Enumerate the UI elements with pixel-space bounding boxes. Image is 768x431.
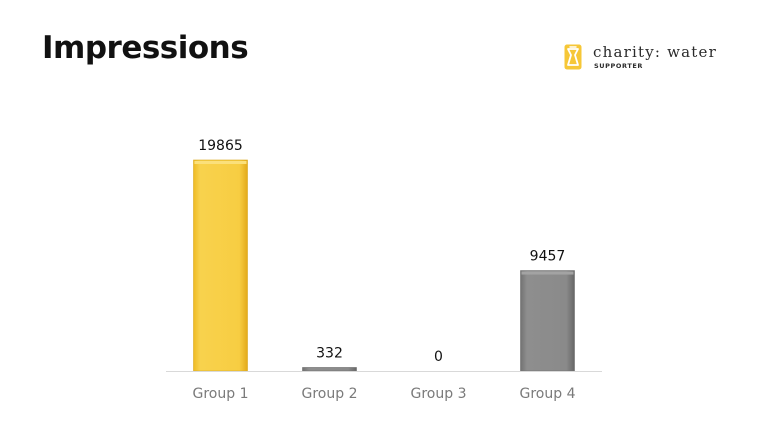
value-label: 9457	[530, 249, 566, 265]
charity-water-logo: charity: water SUPPORTER	[564, 43, 734, 74]
logo-name: charity: water	[593, 43, 717, 61]
logo-subtitle: SUPPORTER	[594, 62, 644, 70]
category-label: Group 4	[520, 386, 576, 402]
value-label: 19865	[198, 138, 243, 154]
value-label: 332	[316, 345, 343, 361]
value-label: 0	[434, 349, 443, 365]
bar-bevel	[521, 271, 574, 275]
bar-group-1	[193, 159, 248, 372]
category-label: Group 1	[193, 386, 249, 402]
bar-bevel	[194, 161, 247, 164]
jerrycan-icon	[564, 44, 582, 70]
category-label: Group 2	[302, 386, 358, 402]
category-label: Group 3	[411, 386, 467, 402]
bar-group-4	[520, 270, 575, 372]
chart-title: Impressions	[42, 30, 249, 66]
bar-group-2	[302, 367, 357, 372]
